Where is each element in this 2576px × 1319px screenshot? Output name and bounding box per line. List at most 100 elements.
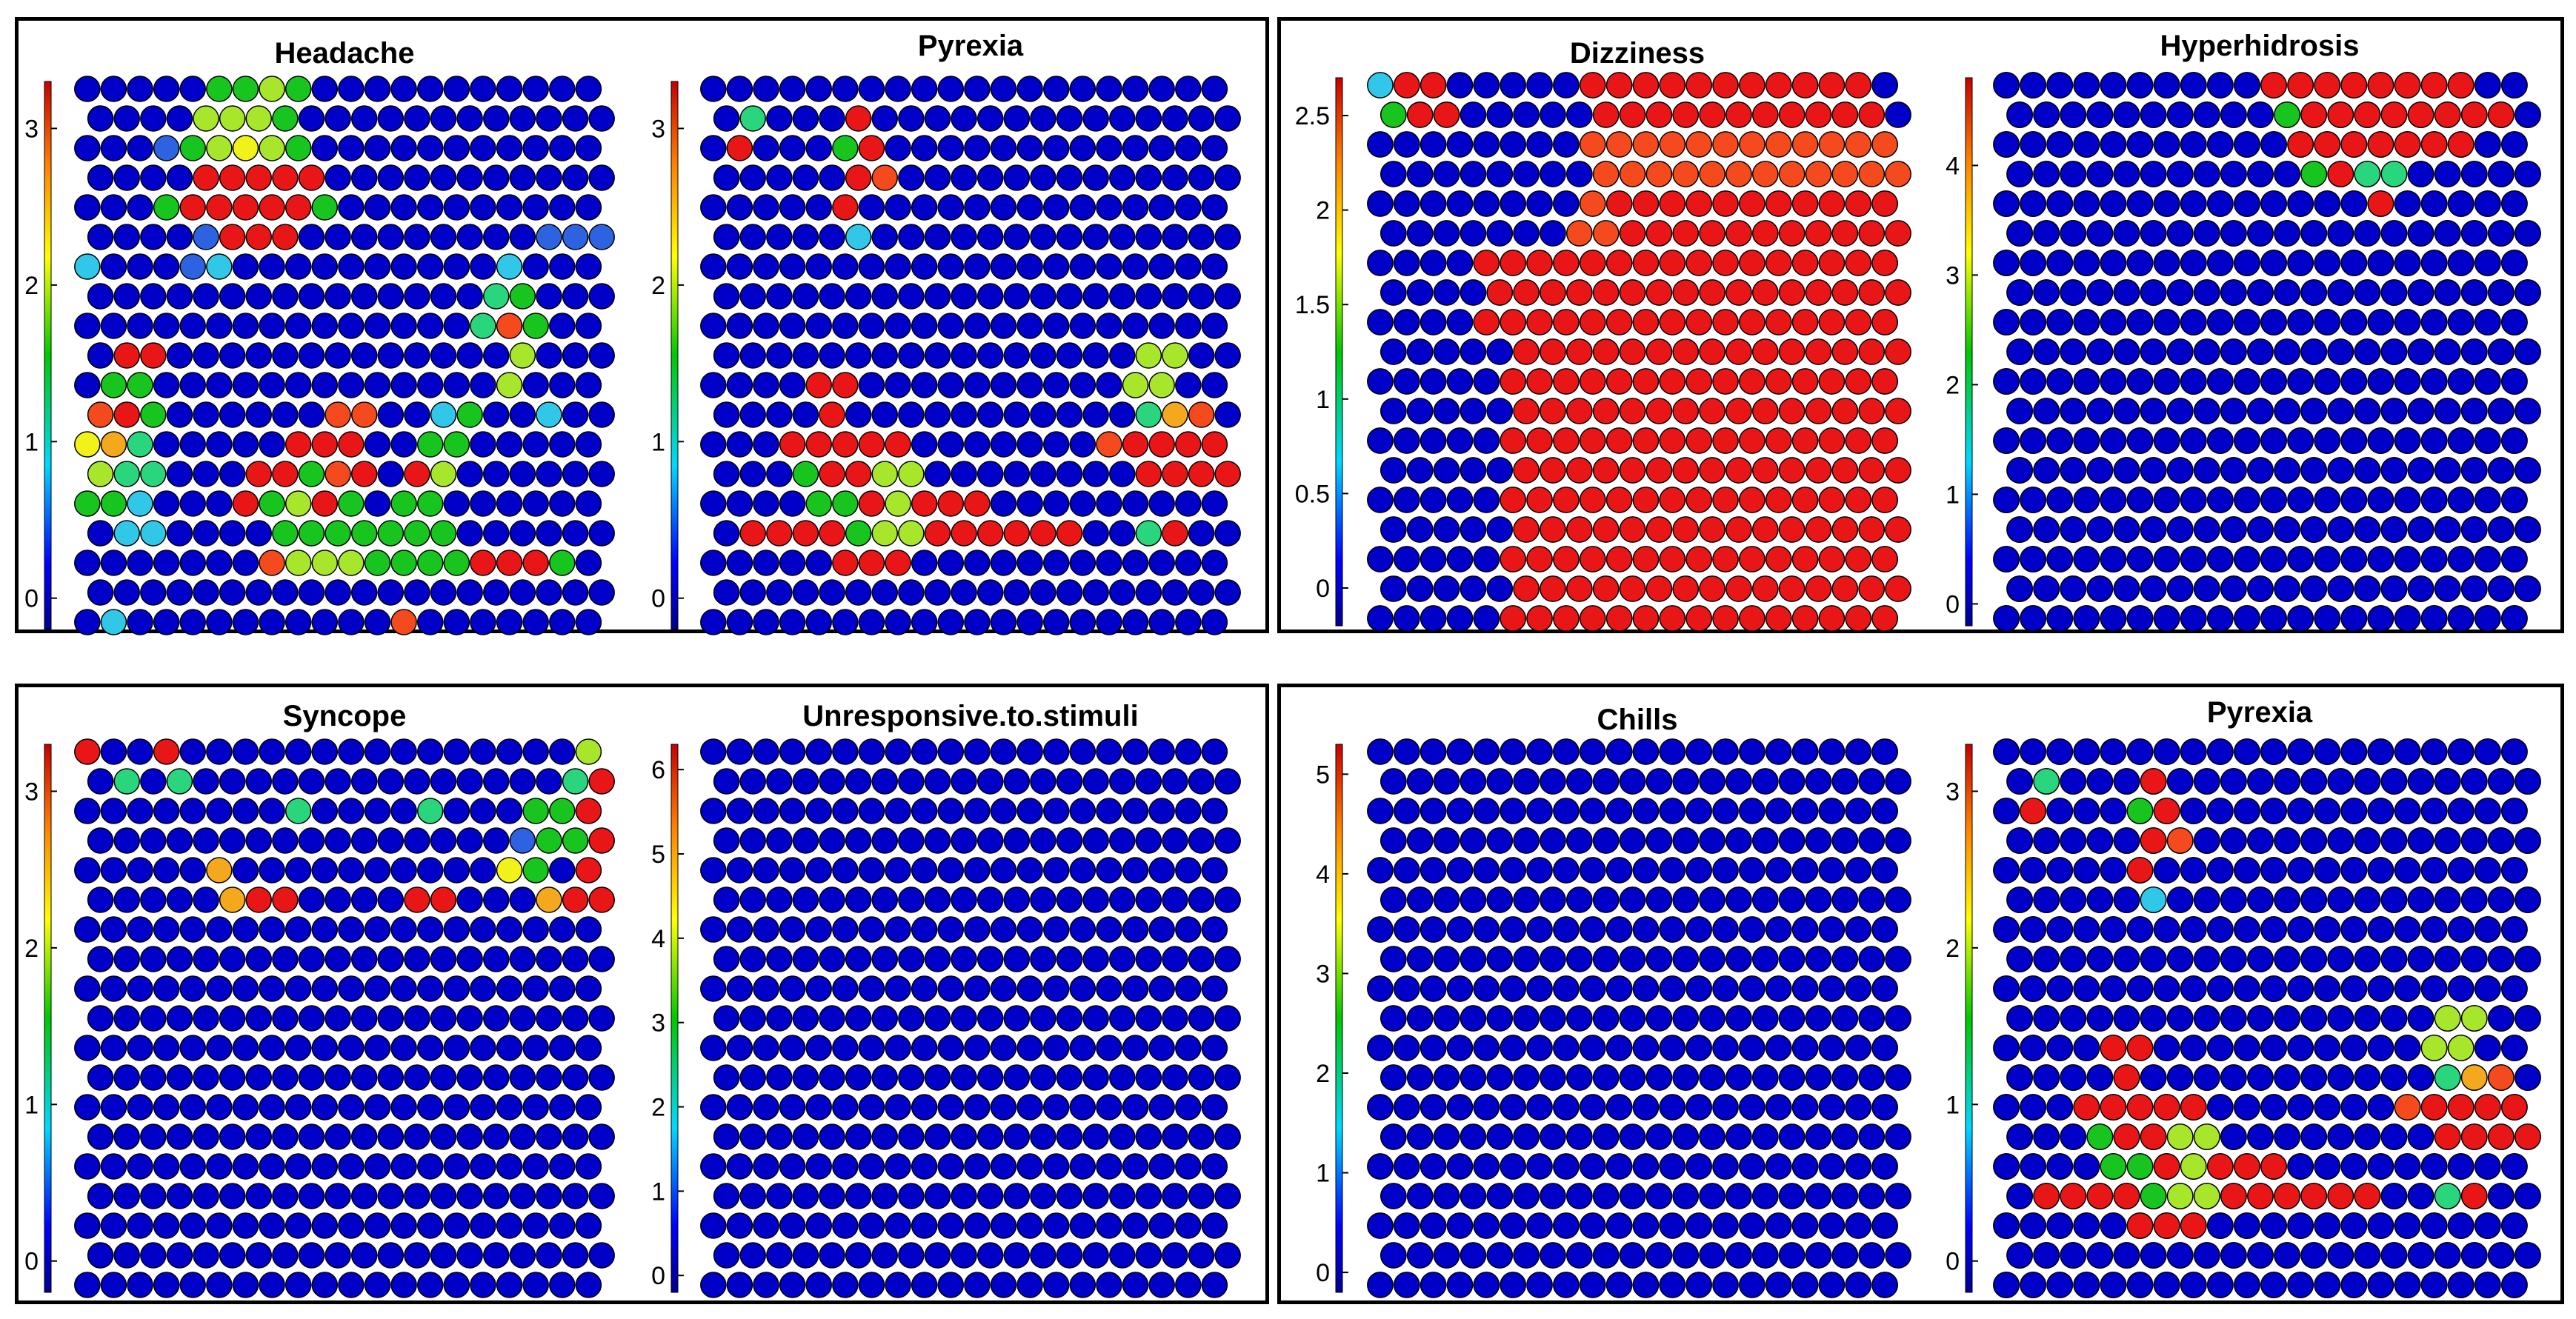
som-cell [2367,605,2394,632]
som-cell [2460,575,2488,602]
som-cell [1778,1123,1805,1150]
som-cell [937,431,965,458]
som-cell [1096,738,1122,765]
som-cell [1540,575,1566,602]
som-cell [1446,309,1474,335]
som-cell [2327,161,2354,187]
som-cell [1109,1005,1136,1032]
som-cell [792,1123,819,1150]
som-cell [911,798,938,824]
som-cell [700,76,727,102]
som-cell [2260,72,2288,98]
som-cell [1109,105,1136,132]
som-cell [272,520,299,547]
som-cell [1175,194,1202,221]
som-cell [1805,1183,1832,1209]
som-cell [232,1094,259,1121]
som-cell [2474,1094,2501,1121]
som-cell [2434,575,2461,602]
som-cell [2206,1094,2234,1121]
colorbar-tick-label: 1 [1316,1160,1330,1188]
som-cell [2394,72,2421,98]
som-cell [470,76,496,102]
som-cell [272,1242,299,1269]
som-cell [2380,398,2408,424]
som-cell [2153,546,2180,572]
som-cell [1188,1242,1215,1269]
som-cell [166,946,193,972]
som-cell [1109,283,1136,310]
som-cell [1659,1153,1686,1180]
som-cell [522,550,549,576]
som-cell [1579,1035,1606,1061]
som-cell [2354,575,2381,602]
som-cell [1473,605,1500,632]
som-cell [1659,131,1686,158]
som-cell [1993,309,2020,335]
som-cell [219,827,246,854]
som-cell [509,520,536,547]
som-cell [1042,738,1070,765]
som-cell [1579,916,1606,943]
som-cell [2394,1153,2421,1180]
som-cell [911,609,938,635]
som-cell [338,372,365,398]
som-cell [2500,1153,2528,1180]
som-cell [2460,101,2488,128]
som-cell [2006,1064,2034,1091]
som-cell [2220,457,2247,484]
som-cell [1162,401,1188,428]
som-cell [2354,1242,2381,1269]
som-cell [100,609,127,635]
som-cell [1739,1272,1765,1298]
som-cell [74,490,101,517]
som-cell [206,194,233,221]
som-cell [1082,768,1109,795]
som-cell [858,313,885,339]
som-cell [1831,1183,1859,1209]
som-cell [1003,768,1031,795]
som-cell [2113,827,2140,854]
som-cell [1592,1123,1620,1150]
som-cell [1553,131,1580,158]
som-cell [87,1183,114,1209]
som-cell [726,1153,753,1180]
som-cell [311,194,339,221]
som-cell [1082,105,1109,132]
som-cell [1993,427,2020,454]
som-cell [951,105,977,132]
som-cell [1659,368,1686,395]
som-cell [166,342,193,369]
som-cell [179,857,206,884]
som-cell [2380,220,2408,247]
som-cell [1030,1242,1056,1269]
som-cell [1016,916,1043,943]
som-cell [74,76,101,102]
som-cell [522,975,549,1002]
som-cell [1632,131,1660,158]
som-cell [832,1035,859,1061]
som-cell [1393,72,1420,98]
som-cell [2434,398,2461,424]
som-cell [2274,457,2301,484]
som-cell [219,946,246,972]
som-cell [100,372,127,398]
som-cell [1003,1183,1031,1209]
som-cell [2380,1183,2408,1209]
som-cell [819,579,845,606]
som-cell [739,827,766,854]
som-cell [911,372,938,398]
som-cell [2073,738,2100,765]
som-cell [1042,550,1070,576]
som-cell [1367,738,1394,765]
som-cell [549,1272,576,1298]
som-cell [338,857,365,884]
som-cell [1672,1123,1700,1150]
som-cell [1619,516,1646,543]
som-cell [364,1212,391,1239]
som-cell [404,1064,430,1091]
som-cell [2434,220,2461,247]
som-cell [2153,72,2180,98]
som-cell [284,1272,312,1298]
